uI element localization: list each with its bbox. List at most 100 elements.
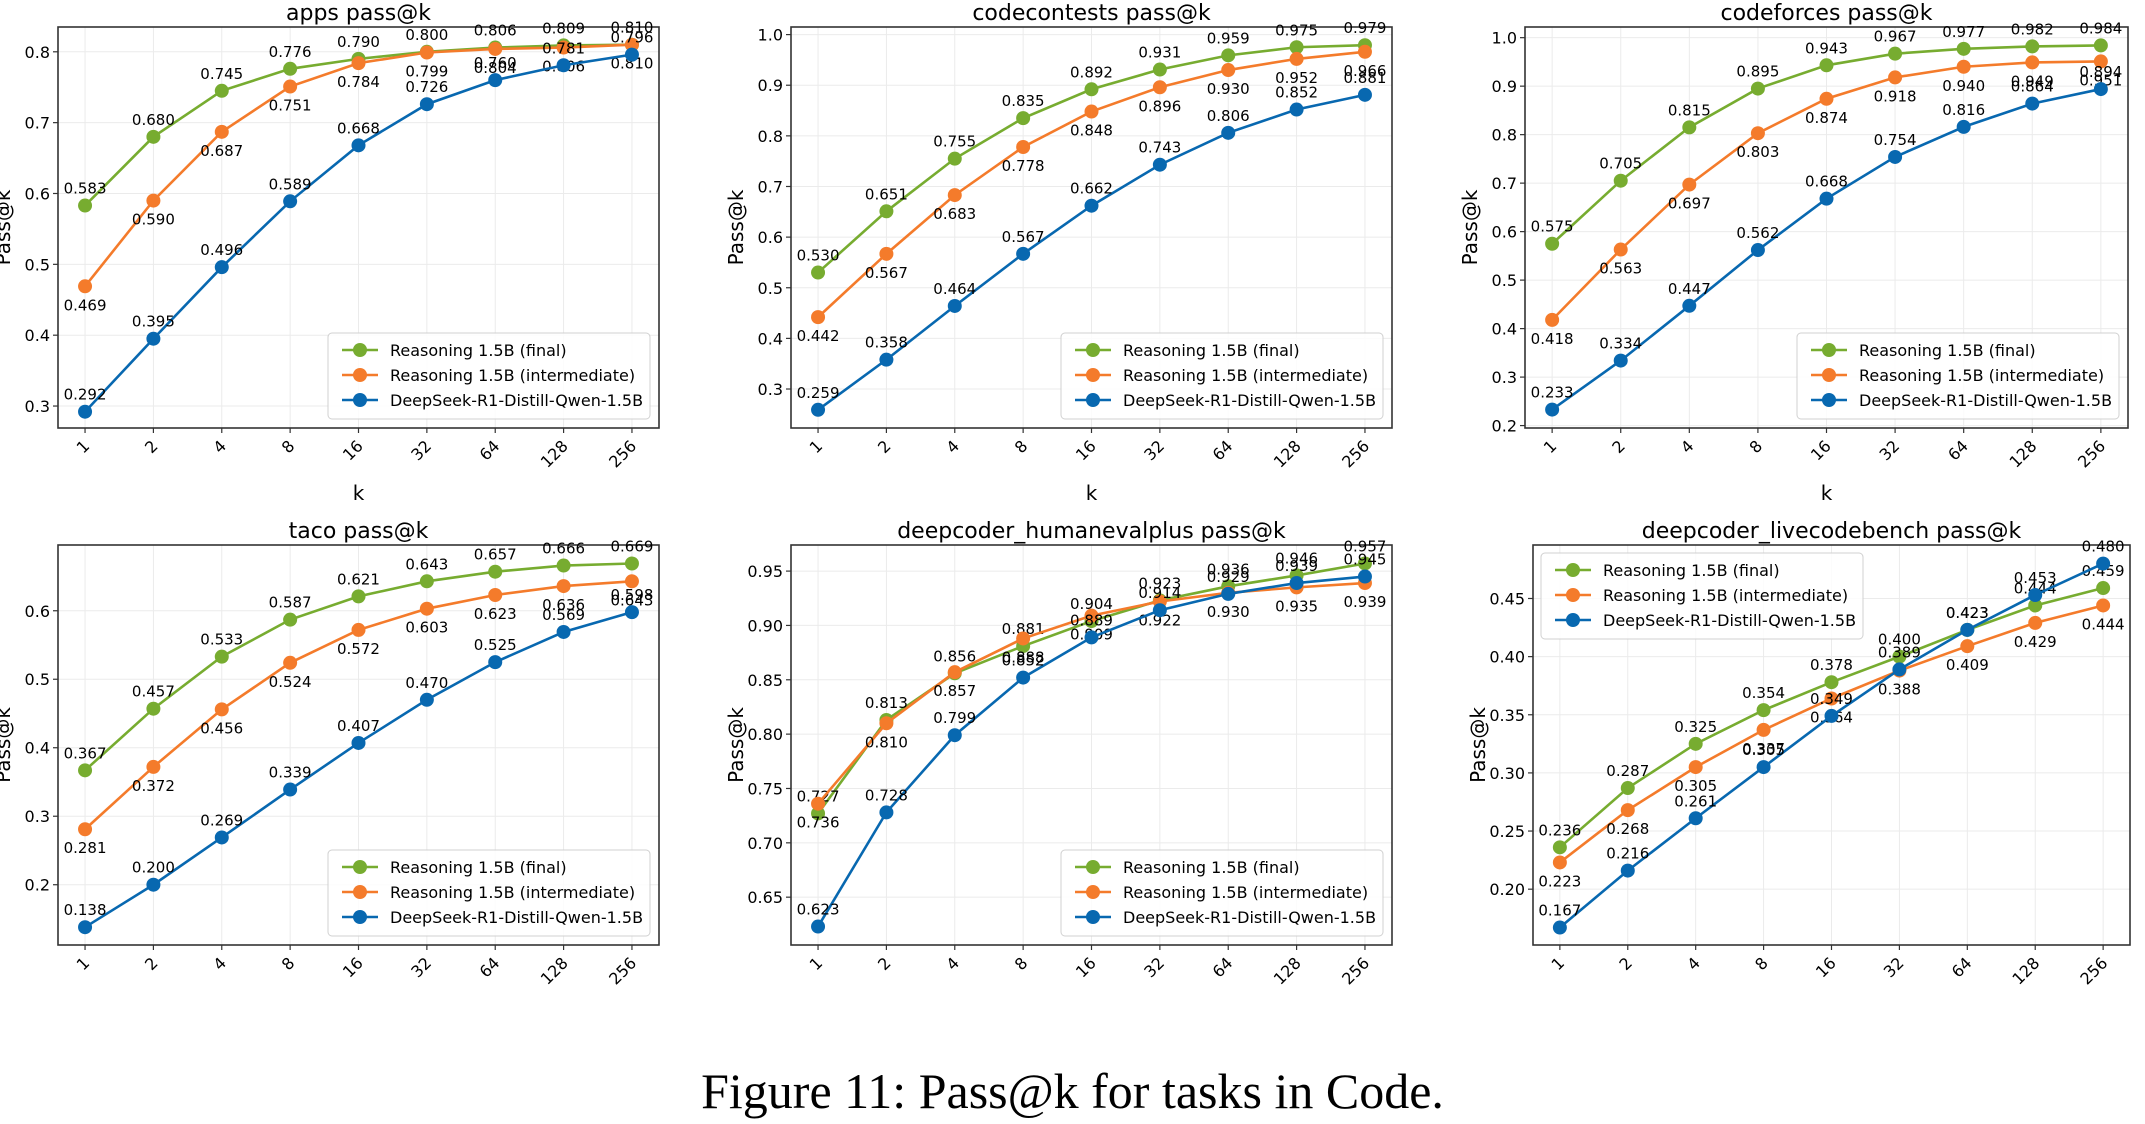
legend-marker bbox=[1566, 563, 1580, 577]
data-label: 0.923 bbox=[1138, 574, 1181, 592]
data-point bbox=[1084, 104, 1099, 119]
data-point bbox=[1357, 556, 1372, 571]
data-label: 0.815 bbox=[1668, 101, 1711, 119]
y-tick-label: 0.6 bbox=[25, 602, 50, 621]
data-label: 0.354 bbox=[1742, 684, 1785, 702]
data-point bbox=[947, 151, 962, 166]
data-label: 0.799 bbox=[933, 709, 976, 727]
legend-marker bbox=[353, 343, 367, 357]
legend-marker bbox=[353, 910, 367, 924]
data-label: 0.979 bbox=[1343, 19, 1386, 37]
data-label: 0.856 bbox=[933, 647, 976, 665]
legend-marker bbox=[1822, 368, 1836, 382]
x-tick-label: 32 bbox=[1140, 436, 1168, 464]
legend-marker bbox=[353, 368, 367, 382]
data-label: 0.525 bbox=[474, 636, 517, 654]
data-label: 0.945 bbox=[1343, 551, 1386, 569]
y-tick-label: 0.70 bbox=[747, 834, 783, 853]
y-axis-label: Pass@k bbox=[724, 189, 748, 265]
legend-label: DeepSeek-R1-Distill-Qwen-1.5B bbox=[390, 908, 643, 927]
y-tick-label: 0.40 bbox=[1489, 648, 1525, 667]
data-point bbox=[1552, 855, 1567, 870]
x-tick-label: 4 bbox=[1683, 953, 1704, 974]
y-tick-label: 0.4 bbox=[758, 329, 783, 348]
y-tick-label: 0.95 bbox=[747, 562, 783, 581]
x-tick-label: 64 bbox=[1948, 953, 1976, 981]
data-label: 0.800 bbox=[405, 26, 448, 44]
data-label: 0.236 bbox=[1538, 821, 1581, 839]
data-point bbox=[1682, 120, 1697, 135]
legend-label: Reasoning 1.5B (final) bbox=[1859, 341, 2036, 360]
data-label: 0.781 bbox=[542, 39, 585, 57]
data-point bbox=[1084, 630, 1099, 645]
y-axis-label: Pass@k bbox=[0, 707, 15, 783]
legend-box bbox=[327, 849, 651, 937]
data-point bbox=[811, 796, 826, 811]
data-label: 0.889 bbox=[1070, 611, 1113, 629]
x-tick-label: 2 bbox=[874, 953, 895, 974]
series-2: 0.623 0.728 0.799 0.852 0.889 0.914 0.929 0.939… bbox=[797, 551, 1386, 934]
x-tick-label: 128 bbox=[2008, 953, 2043, 988]
chart-title: codecontests pass@k bbox=[972, 1, 1211, 26]
data-point bbox=[879, 352, 894, 367]
data-label: 0.569 bbox=[542, 606, 585, 624]
data-point bbox=[1613, 173, 1628, 188]
x-axis-label: k bbox=[353, 481, 365, 505]
data-point bbox=[214, 830, 229, 845]
data-label: 0.447 bbox=[1668, 280, 1711, 298]
data-point bbox=[1824, 675, 1839, 690]
chart-2: codeforces pass@k 0.2 0.3 0.4 0.5 0.6 0.7 0.8 0.… bbox=[1458, 1, 2129, 505]
data-point bbox=[1545, 312, 1560, 327]
x-tick-label: 64 bbox=[476, 436, 504, 464]
data-label: 0.334 bbox=[1599, 335, 1642, 353]
data-label: 0.464 bbox=[933, 280, 976, 298]
data-label: 0.598 bbox=[610, 586, 653, 604]
data-point bbox=[214, 702, 229, 717]
data-label: 0.590 bbox=[132, 211, 175, 229]
figure-caption: Figure 11: Pass@k for tasks in Code. bbox=[701, 1063, 1444, 1119]
x-tick-label: 2 bbox=[874, 436, 895, 457]
data-label: 0.806 bbox=[1207, 107, 1250, 125]
data-point bbox=[146, 759, 161, 774]
data-point bbox=[811, 402, 826, 417]
data-point bbox=[78, 763, 93, 778]
data-point bbox=[1620, 781, 1635, 796]
data-point bbox=[78, 279, 93, 294]
data-point bbox=[2028, 615, 2043, 630]
data-label: 0.349 bbox=[1810, 690, 1853, 708]
y-tick-label: 0.3 bbox=[1492, 368, 1517, 387]
data-label: 0.957 bbox=[1343, 537, 1386, 555]
y-tick-label: 1.0 bbox=[758, 26, 783, 45]
data-point bbox=[1016, 631, 1031, 646]
data-point bbox=[146, 701, 161, 716]
legend-box bbox=[1796, 332, 2120, 420]
x-tick-label: 2 bbox=[141, 436, 162, 457]
data-point bbox=[1688, 736, 1703, 751]
data-label: 0.697 bbox=[1668, 195, 1711, 213]
legend-label: Reasoning 1.5B (intermediate) bbox=[1123, 366, 1368, 385]
legend-label: Reasoning 1.5B (final) bbox=[390, 341, 567, 360]
data-label: 0.621 bbox=[337, 570, 380, 588]
x-tick-label: 32 bbox=[1876, 436, 1904, 464]
series-1: 0.418 0.563 0.697 0.803 0.874 0.918 0.940 0.949… bbox=[1531, 54, 2122, 348]
data-label: 0.563 bbox=[1599, 260, 1642, 278]
y-tick-label: 0.65 bbox=[747, 888, 783, 907]
data-label: 0.939 bbox=[1343, 593, 1386, 611]
data-label: 0.936 bbox=[1207, 560, 1250, 578]
data-label: 0.705 bbox=[1599, 155, 1642, 173]
chart-title: codeforces pass@k bbox=[1720, 1, 1932, 26]
data-point bbox=[488, 41, 503, 56]
data-point bbox=[1289, 40, 1304, 55]
data-point bbox=[879, 246, 894, 261]
data-point bbox=[351, 138, 366, 153]
x-tick-label: 256 bbox=[1338, 953, 1373, 988]
x-tick-label: 256 bbox=[2074, 436, 2109, 471]
y-tick-label: 0.8 bbox=[758, 127, 783, 146]
data-point bbox=[2096, 556, 2111, 571]
data-label: 0.337 bbox=[1742, 740, 1785, 758]
y-tick-label: 0.6 bbox=[1492, 223, 1517, 242]
data-point bbox=[1620, 863, 1635, 878]
legend-label: Reasoning 1.5B (final) bbox=[390, 858, 567, 877]
x-tick-label: 16 bbox=[1072, 953, 1100, 981]
data-label: 0.339 bbox=[269, 764, 312, 782]
